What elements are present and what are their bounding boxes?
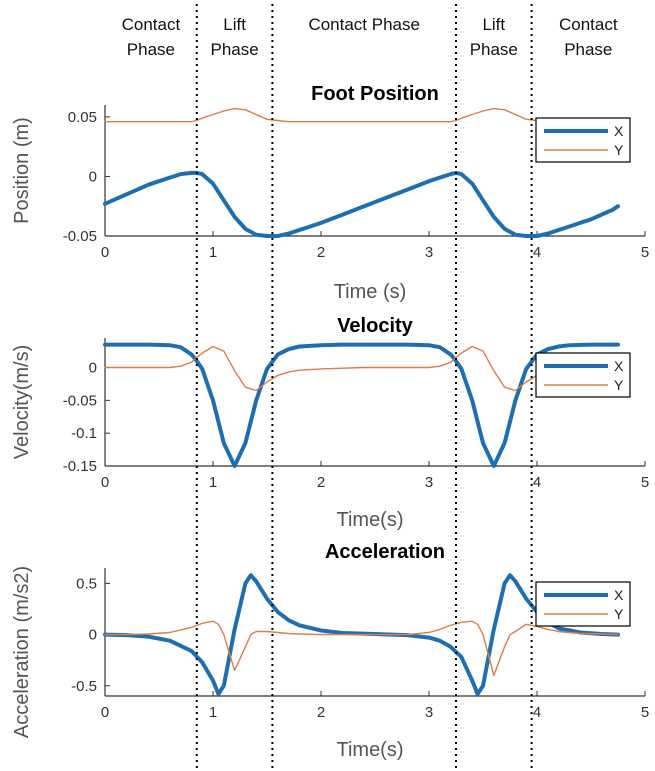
y-tick-label: -0.05 xyxy=(63,228,97,245)
phase-label: Contact xyxy=(122,15,181,34)
y-tick-label: 0 xyxy=(89,627,97,644)
legend-label-y: Y xyxy=(614,377,624,393)
series-line-y xyxy=(104,345,619,392)
legend-label-x: X xyxy=(614,587,624,603)
x-tick-label: 2 xyxy=(317,244,325,261)
legend-label-y: Y xyxy=(614,606,624,622)
x-tick-label: 4 xyxy=(533,704,541,721)
x-tick-label: 4 xyxy=(533,244,541,261)
x-axis-label: Time(s) xyxy=(336,739,403,761)
legend-box xyxy=(535,352,631,398)
legend-label-y: Y xyxy=(614,142,624,158)
phase-label: Lift xyxy=(482,15,505,34)
y-tick-label: -0.1 xyxy=(71,425,97,442)
x-tick-label: 2 xyxy=(317,474,325,491)
y-axis-label: Velocity(m/s) xyxy=(11,345,33,459)
y-tick-label: 0.05 xyxy=(68,109,97,126)
y-tick-label: -0.15 xyxy=(63,458,97,475)
x-tick-label: 5 xyxy=(641,704,649,721)
x-tick-label: 0 xyxy=(101,704,109,721)
y-tick-label: 0 xyxy=(89,168,97,185)
phase-label: Phase xyxy=(564,40,612,59)
chart-3: 0 1 2 3 4 5-0.500.5AccelerationTime(s)Acceler… xyxy=(11,541,649,761)
legend-box xyxy=(535,581,631,627)
chart-title: Acceleration xyxy=(325,541,445,563)
y-tick-label: 0 xyxy=(89,360,97,377)
chart-title: Velocity xyxy=(337,315,413,337)
x-tick-label: 3 xyxy=(425,244,433,261)
series-line-y xyxy=(104,620,619,677)
legend: XY xyxy=(535,581,631,627)
y-axis-label: Acceleration (m/s2) xyxy=(11,566,33,738)
x-tick-label: 1 xyxy=(209,704,217,721)
x-axis-label: Time(s) xyxy=(336,509,403,531)
series-line-x xyxy=(103,342,620,468)
phase-label: Lift xyxy=(223,15,246,34)
y-tick-label: -0.05 xyxy=(63,392,97,409)
phase-label: Phase xyxy=(127,40,175,59)
y-tick-label: -0.5 xyxy=(71,678,97,695)
x-tick-label: 1 xyxy=(209,244,217,261)
legend: XY xyxy=(535,117,631,163)
phase-boundaries xyxy=(195,4,533,771)
x-tick-label: 3 xyxy=(425,474,433,491)
phase-label: Phase xyxy=(210,40,258,59)
legend-label-x: X xyxy=(614,123,624,139)
x-tick-label: 4 xyxy=(533,474,541,491)
legend: XY xyxy=(535,352,631,398)
chart-title: Foot Position xyxy=(311,83,439,105)
x-tick-label: 0 xyxy=(101,474,109,491)
x-tick-label: 5 xyxy=(641,474,649,491)
x-tick-label: 5 xyxy=(641,244,649,261)
y-tick-label: 0.5 xyxy=(76,575,97,592)
y-axis-label: Position (m) xyxy=(11,117,33,224)
phase-label: Contact xyxy=(559,15,618,34)
phase-labels: Contact Phase Lift Phase Contact Phase Lift Ph… xyxy=(122,15,618,59)
x-tick-label: 1 xyxy=(209,474,217,491)
x-tick-label: 0 xyxy=(101,244,109,261)
legend-label-x: X xyxy=(614,358,624,374)
series-line-x xyxy=(103,170,620,238)
legend-box xyxy=(535,117,631,163)
phase-label: Contact Phase xyxy=(308,15,420,34)
phase-label: Phase xyxy=(470,40,518,59)
x-tick-label: 2 xyxy=(317,704,325,721)
chart-2: 0 1 2 3 4 5 -0.15 -0.1 -0.05 0 Velocity Time(s) Velo… xyxy=(11,315,649,531)
x-axis-label: Time (s) xyxy=(334,281,407,303)
x-tick-label: 3 xyxy=(425,704,433,721)
